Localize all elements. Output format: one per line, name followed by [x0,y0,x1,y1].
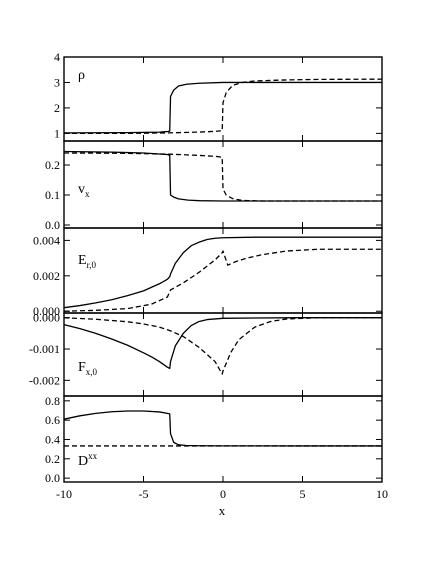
x-tick-label: -5 [139,487,149,501]
panel-label-text: D [78,454,88,469]
y-tick-label: 0.6 [45,413,60,427]
panel-frame [63,56,383,142]
panel-label-rho: ρ [78,68,85,83]
panel-frame [63,312,383,397]
y-tick-label: 4 [54,50,60,64]
y-tick-label: 0.1 [45,188,60,202]
panel-label-subscript: x [85,189,90,199]
y-tick-label: -0.002 [29,373,60,387]
series-line-solid [63,317,382,370]
x-tick-label: -10 [56,487,72,501]
panel-vx: 0.0 0.1 0.2 vx [45,140,383,232]
series-line-solid [63,150,382,202]
x-tick-label: 10 [376,487,388,501]
y-tick-label: 0.2 [45,158,60,172]
y-tick-label: 0.0 [45,471,60,485]
panel-label-Er0: Er,0 [78,253,96,270]
panel-label-Dxx: Dxx [78,451,98,469]
panel-label-text: F [78,360,86,375]
panel-Fx0: -0.002 -0.001 0.000 Fx,0 [29,311,383,397]
x-tick-label: 0 [220,487,226,501]
series-line-dashed [63,152,382,202]
panel-label-text: ρ [78,68,85,83]
panel-Dxx: 0.0 0.2 0.4 0.6 0.8 Dxx [45,394,383,485]
panel-label-text: E [78,253,87,268]
x-axis-label: x [219,503,226,518]
series-line-dashed [63,248,382,312]
y-tick-label: 0.4 [45,432,60,446]
panel-label-Fx0: Fx,0 [78,360,98,377]
series-line-dashed [63,317,382,375]
panel-Er0: 0.000 0.002 0.004 Er,0 [33,227,383,318]
panel-label-subscript: r,0 [87,260,97,270]
y-tick-label: 1 [54,126,60,140]
series-line-solid [63,81,382,134]
y-tick-label: 0.002 [33,269,60,283]
y-tick-label: 0.0 [45,218,60,232]
y-tick-label: 3 [54,75,60,89]
panel-label-superscript: xx [88,451,98,461]
panel-label-vx: vx [78,182,90,199]
y-tick-label: 0.8 [45,394,60,408]
y-tick-label: 0.000 [33,304,60,318]
panel-frame [63,395,383,483]
y-tick-label: 2 [54,101,60,115]
y-tick-label: 0.004 [33,233,60,247]
panel-label-text: v [78,182,85,197]
series-line-dashed [64,78,383,135]
y-tick-label: 0.2 [45,452,60,466]
y-tick-label: -0.001 [29,342,60,356]
series-line-solid [63,236,382,309]
panel-rho: 1 2 3 4 ρ [54,50,383,142]
series-line-solid [63,410,382,447]
y-tick-label: 0.000 [33,311,60,325]
panel-label-subscript: x,0 [86,367,98,377]
x-tick-label: 5 [300,487,306,501]
